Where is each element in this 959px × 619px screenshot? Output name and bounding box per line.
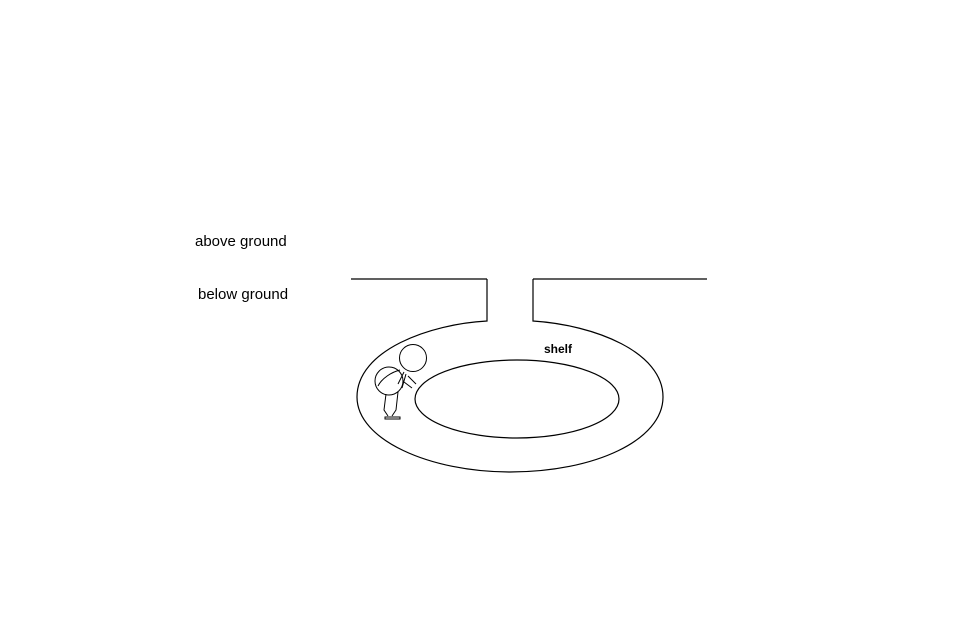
- figure-hands: [403, 375, 417, 389]
- figure-leg: [383, 391, 399, 417]
- shelf-label: shelf: [544, 342, 573, 356]
- below-ground-label: below ground: [198, 286, 289, 303]
- figure-knee: [374, 366, 404, 396]
- crouching-figure: [374, 344, 427, 420]
- figure-foot: [384, 416, 401, 420]
- figure-back: [377, 369, 401, 387]
- figure-head: [399, 344, 427, 372]
- above-ground-label: above ground: [195, 233, 287, 250]
- cave-outer-wall: [356, 279, 664, 473]
- figure-arm: [397, 371, 407, 389]
- shelf-ellipse: [414, 359, 620, 439]
